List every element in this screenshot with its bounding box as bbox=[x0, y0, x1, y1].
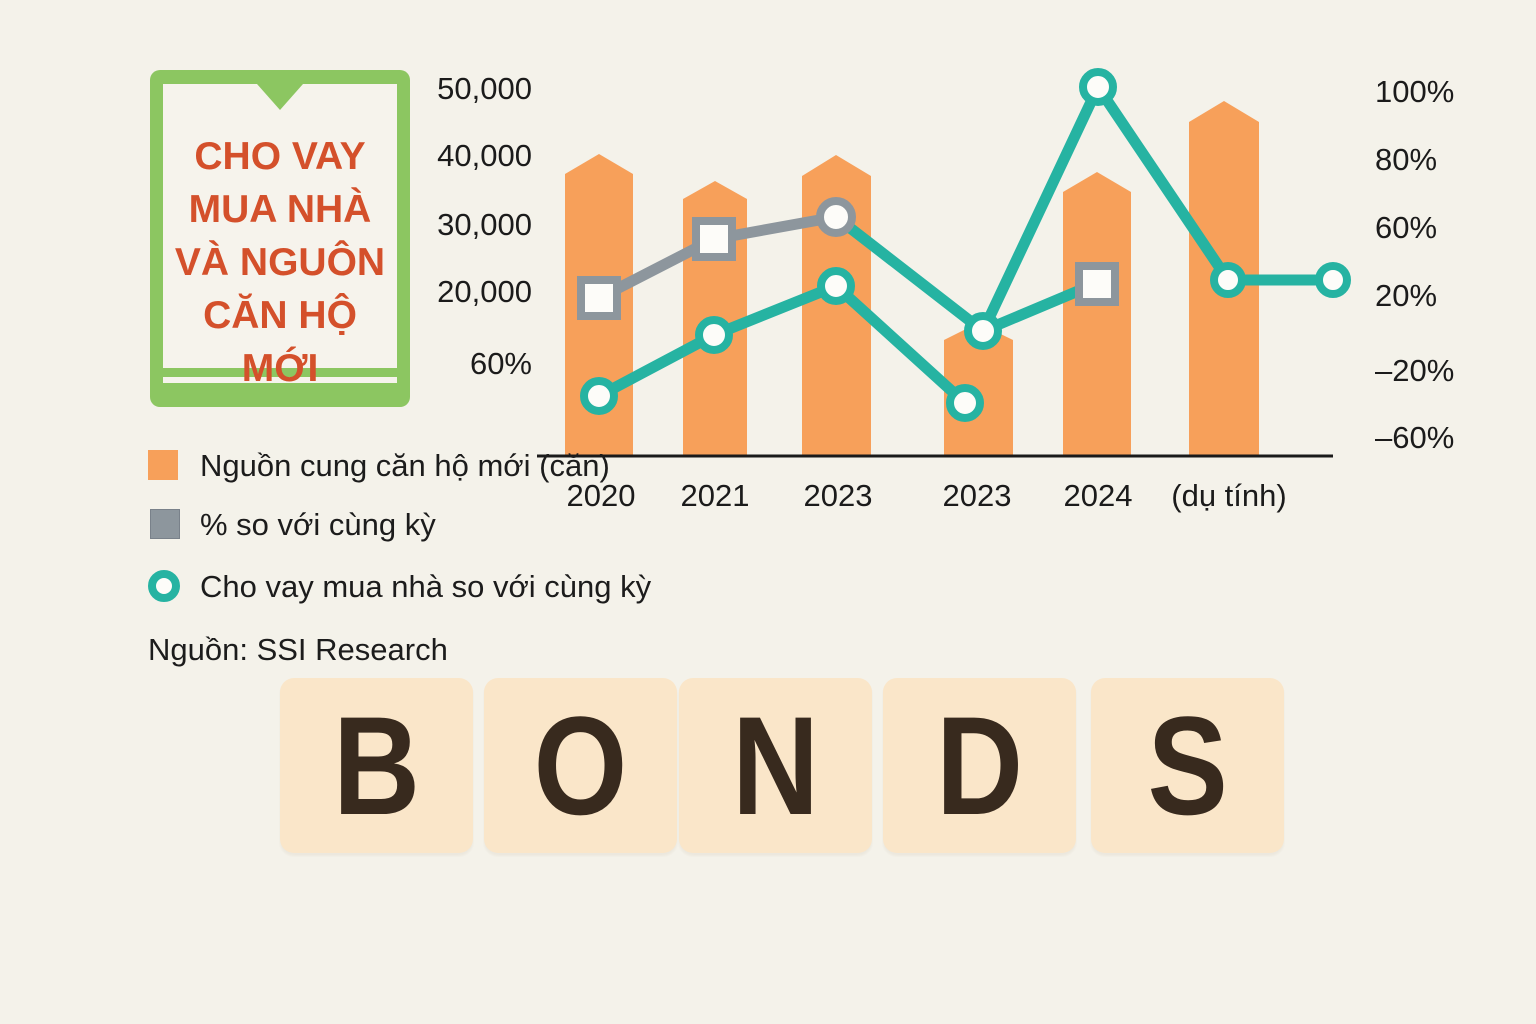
teal-marker bbox=[946, 384, 984, 422]
tile-letter: N bbox=[732, 686, 819, 844]
teal-marker bbox=[1210, 262, 1246, 298]
legend-swatch-gray-square-icon bbox=[150, 509, 180, 539]
bar-2023b bbox=[944, 323, 1013, 456]
tile-letter: B bbox=[333, 686, 420, 844]
x-label-2024: 2024 bbox=[1063, 478, 1133, 513]
teal-marker bbox=[1079, 68, 1117, 106]
right-axis-tick-neg60: –60% bbox=[1375, 420, 1455, 455]
teal-marker bbox=[817, 267, 855, 305]
title-line-4: CĂN HỘ MỚI bbox=[203, 294, 357, 390]
legend-swatch-teal-ring-icon bbox=[148, 570, 180, 602]
right-axis-tick-80: 80% bbox=[1375, 142, 1438, 177]
title-line-3: VÀ NGUÔN bbox=[174, 241, 386, 284]
x-label-2020: 2020 bbox=[566, 478, 636, 513]
right-axis-tick-neg20: –20% bbox=[1375, 353, 1455, 388]
tile-letter: S bbox=[1147, 686, 1228, 844]
teal-marker bbox=[1315, 262, 1351, 298]
x-label-2021: 2021 bbox=[680, 478, 750, 513]
teal-marker bbox=[695, 316, 733, 354]
left-axis-tick-40000: 40,000 bbox=[437, 138, 532, 173]
page-title: CHO VAY MUA NHÀ VÀ NGUÔN CĂN HỘ MỚI bbox=[163, 130, 397, 395]
right-axis-tick-60: 60% bbox=[1375, 210, 1438, 245]
bar-2024 bbox=[1063, 172, 1131, 456]
right-axis-tick-20: 20% bbox=[1375, 278, 1438, 313]
left-axis-tick-30000: 30,000 bbox=[437, 207, 532, 242]
teal-marker bbox=[964, 312, 1002, 350]
title-card-inner bbox=[163, 84, 397, 368]
legend-item-mortgage: Cho vay mua nhà so với cùng kỳ bbox=[200, 569, 652, 604]
teal-line-lower bbox=[593, 280, 971, 409]
gray-markers bbox=[577, 197, 1119, 320]
bonds-tile-d: D bbox=[883, 678, 1076, 853]
legend-swatch-orange-square-icon bbox=[148, 450, 178, 480]
bonds-tile-b: B bbox=[280, 678, 473, 853]
right-axis-tick-100: 100% bbox=[1375, 74, 1455, 109]
bonds-tile-n: N bbox=[679, 678, 872, 853]
tile-letter: O bbox=[533, 686, 628, 844]
x-label-2023b: 2023 bbox=[942, 478, 1012, 513]
source-text: Nguồn: SSI Research bbox=[148, 632, 448, 667]
gray-square-marker bbox=[577, 276, 621, 320]
left-axis-tick-50000: 50,000 bbox=[437, 71, 532, 106]
teal-markers bbox=[580, 68, 1351, 422]
bonds-tile-s: S bbox=[1091, 678, 1284, 853]
left-axis-tick-60pct: 60% bbox=[469, 346, 532, 381]
title-card-stripes bbox=[163, 377, 397, 383]
gray-circle-marker bbox=[816, 197, 856, 237]
bonds-tile-o: O bbox=[484, 678, 677, 853]
title-card bbox=[150, 70, 410, 407]
title-line-2: MUA NHÀ bbox=[188, 188, 372, 231]
x-label-2023a: 2023 bbox=[803, 478, 873, 513]
legend-item-supply: Nguồn cung căn hộ mới (căn) bbox=[200, 448, 610, 483]
legend-item-yoy: % so với cùng kỳ bbox=[200, 507, 436, 542]
teal-marker bbox=[580, 377, 618, 415]
x-label-du-tinh: (dụ tính) bbox=[1171, 478, 1287, 513]
gray-square-marker bbox=[1075, 262, 1119, 306]
left-axis-tick-20000: 20,000 bbox=[437, 274, 532, 309]
title-line-1: CHO VAY bbox=[194, 135, 366, 178]
teal-line-branch bbox=[977, 280, 1096, 337]
gray-square-marker bbox=[692, 217, 736, 261]
tile-letter: D bbox=[936, 686, 1023, 844]
bookmark-notch-icon bbox=[257, 84, 303, 110]
